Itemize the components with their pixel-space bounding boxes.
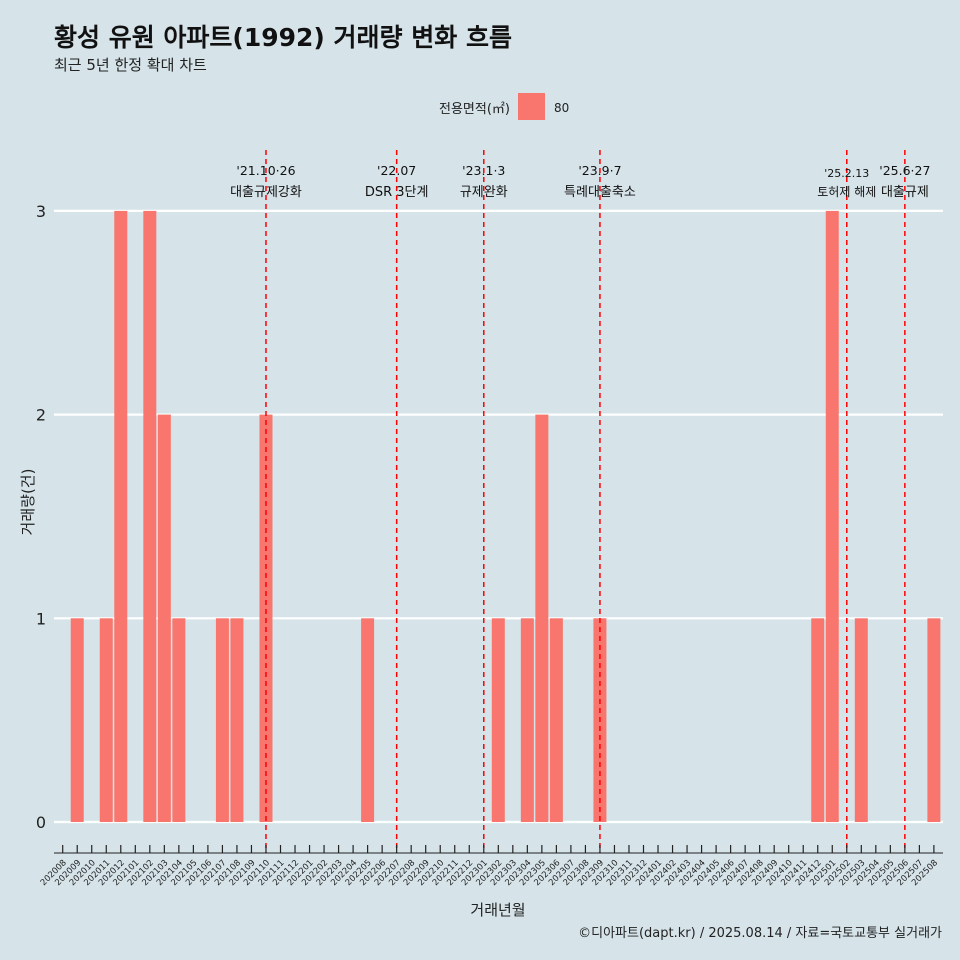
axes: 0123202008202009202010202011202012202101… [36, 202, 943, 888]
bar [70, 618, 84, 822]
chart-subtitle: 최근 5년 한정 확대 차트 [54, 56, 207, 74]
legend-title: 전용면적(㎡) [439, 102, 510, 117]
y-tick-label: 0 [36, 813, 46, 832]
legend: 전용면적(㎡) 80 [439, 93, 569, 120]
bar [215, 618, 229, 822]
y-tick-label: 2 [36, 406, 46, 425]
bar [927, 618, 941, 822]
annotation-label: DSR 3단계 [365, 185, 429, 200]
annotation-date: '22.07 [377, 163, 416, 178]
bar [549, 618, 563, 822]
legend-label: 80 [554, 101, 569, 115]
bar [491, 618, 505, 822]
y-tick-label: 1 [36, 609, 46, 628]
annotation-date: '25.6·27 [879, 163, 930, 178]
annotation-label: 규제완화 [460, 185, 508, 200]
y-axis-label: 거래량(건) [19, 469, 37, 536]
annotation-date: '25.2.13 [824, 167, 869, 180]
annotation-date: '23.9·7 [578, 163, 621, 178]
bar [535, 414, 549, 822]
bar [114, 210, 128, 822]
bar [143, 210, 157, 822]
bar [157, 414, 171, 822]
legend-swatch [518, 93, 545, 120]
x-axis-label: 거래년월 [470, 901, 525, 919]
bar [230, 618, 244, 822]
annotation-label: 대출규제강화 [230, 185, 302, 200]
chart-title: 황성 유원 아파트(1992) 거래량 변화 흐름 [54, 23, 512, 52]
annotation-label: 토허제 해제 [817, 185, 876, 199]
annotation-label: 특례대출축소 [564, 185, 636, 200]
bar [825, 210, 839, 822]
bars [70, 210, 941, 822]
bar [99, 618, 113, 822]
bar [811, 618, 825, 822]
annotation-label: 대출규제 [881, 185, 929, 200]
bar [520, 618, 534, 822]
annotation-date: '21.10·26 [236, 163, 295, 178]
annotations: '21.10·26 대출규제강화 '22.07 DSR 3단계 '23.1·3 규제완화 '… [230, 150, 930, 853]
y-tick-label: 3 [36, 202, 46, 221]
chart-caption: ©디아파트(dapt.kr) / 2025.08.14 / 자료=국토교통부 실… [578, 926, 942, 941]
annotation-date: '23.1·3 [462, 163, 505, 178]
bar [361, 618, 375, 822]
bar [172, 618, 186, 822]
bar [854, 618, 868, 822]
